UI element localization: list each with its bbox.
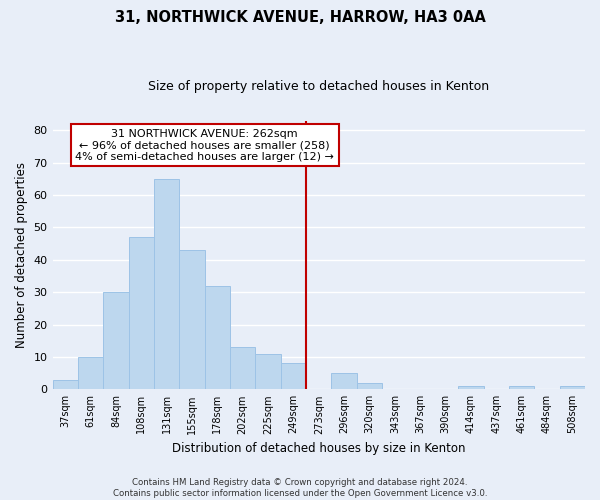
Bar [331, 373, 357, 390]
Bar [78, 357, 103, 390]
Title: Size of property relative to detached houses in Kenton: Size of property relative to detached ho… [148, 80, 490, 93]
Bar [230, 347, 256, 390]
Bar [179, 250, 205, 390]
Text: 31, NORTHWICK AVENUE, HARROW, HA3 0AA: 31, NORTHWICK AVENUE, HARROW, HA3 0AA [115, 10, 485, 25]
Bar [458, 386, 484, 390]
X-axis label: Distribution of detached houses by size in Kenton: Distribution of detached houses by size … [172, 442, 466, 455]
Bar [154, 179, 179, 390]
Bar [103, 292, 128, 390]
Bar [256, 354, 281, 390]
Bar [560, 386, 585, 390]
Y-axis label: Number of detached properties: Number of detached properties [15, 162, 28, 348]
Bar [281, 364, 306, 390]
Bar [53, 380, 78, 390]
Text: 31 NORTHWICK AVENUE: 262sqm
← 96% of detached houses are smaller (258)
4% of sem: 31 NORTHWICK AVENUE: 262sqm ← 96% of det… [75, 128, 334, 162]
Bar [205, 286, 230, 390]
Bar [357, 383, 382, 390]
Bar [128, 237, 154, 390]
Bar [509, 386, 534, 390]
Text: Contains HM Land Registry data © Crown copyright and database right 2024.
Contai: Contains HM Land Registry data © Crown c… [113, 478, 487, 498]
